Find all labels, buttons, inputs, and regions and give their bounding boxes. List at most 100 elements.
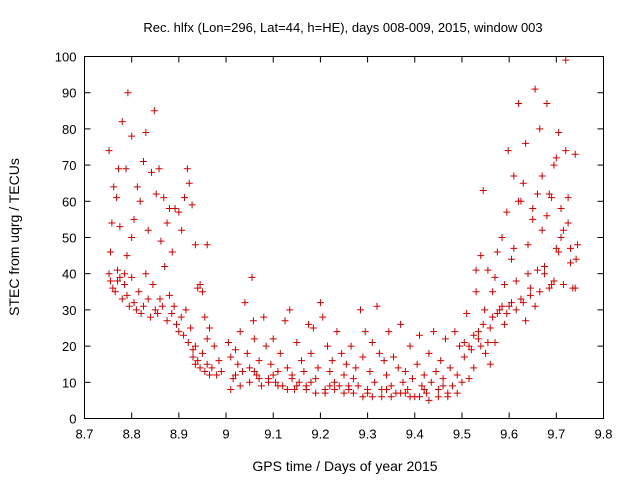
data-point-marker [239,367,247,375]
data-point-marker [194,284,202,292]
data-point-marker [178,226,186,234]
data-point-marker [434,386,442,394]
data-point-marker [234,360,242,368]
data-point-marker [555,248,563,256]
data-point-marker [286,306,294,314]
data-point-marker [203,241,211,249]
data-point-marker [397,320,405,328]
data-point-marker [574,241,582,249]
data-point-marker [210,342,218,350]
data-point-marker [194,357,202,365]
data-point-marker [562,56,570,64]
data-point-marker [498,302,506,310]
data-point-marker [260,313,268,321]
data-point-marker [529,205,537,213]
data-point-marker [328,357,336,365]
data-point-marker [182,306,190,314]
data-point-marker [135,288,143,296]
data-point-marker [224,338,232,346]
data-point-marker [203,335,211,343]
data-point-marker [319,313,327,321]
y-tick-label: 0 [69,412,76,427]
data-point-marker [184,338,192,346]
data-point-marker [507,255,515,263]
data-point-marker [401,367,409,375]
data-point-marker [111,288,119,296]
data-point-marker [191,360,199,368]
data-point-marker [196,364,204,372]
data-point-marker [545,284,553,292]
data-point-marker [486,324,494,332]
data-point-marker [515,100,523,108]
data-point-marker [430,328,438,336]
data-point-marker [401,389,409,397]
data-points [105,56,582,404]
data-point-marker [116,273,124,281]
data-point-marker [132,306,140,314]
data-point-marker [545,190,553,198]
data-point-marker [137,310,145,318]
x-tick-label: 9.8 [594,427,612,442]
data-point-marker [231,346,239,354]
data-point-marker [158,302,166,310]
data-point-marker [449,382,457,390]
data-point-marker [342,360,350,368]
y-tick-label: 40 [62,267,76,282]
data-point-marker [307,349,315,357]
data-point-marker [163,317,171,325]
data-point-marker [415,331,423,339]
data-point-marker [425,396,433,404]
data-point-marker [248,273,256,281]
data-point-marker [444,393,452,401]
data-point-marker [276,349,284,357]
data-point-marker [144,226,152,234]
data-point-marker [150,107,158,115]
data-point-marker [349,375,357,383]
y-tick-label: 80 [62,122,76,137]
data-point-marker [177,313,185,321]
data-point-marker [236,382,244,390]
data-point-marker [290,386,298,394]
data-point-marker [510,172,518,180]
data-point-marker [503,310,511,318]
data-point-marker [420,386,428,394]
data-point-marker [340,389,348,397]
data-point-marker [288,375,296,383]
data-point-marker [295,378,303,386]
data-point-marker [522,317,530,325]
data-point-marker [366,367,374,375]
data-point-marker [541,270,549,278]
data-point-marker [479,320,487,328]
data-point-marker [408,375,416,383]
data-point-marker [123,291,131,299]
y-tick-label: 70 [62,158,76,173]
data-point-marker [557,234,565,241]
data-point-marker [269,335,277,343]
data-point-marker [491,338,499,346]
data-point-marker [427,378,435,386]
data-point-marker [378,393,386,401]
data-point-marker [517,295,525,303]
data-point-marker [467,346,475,354]
data-point-marker [139,302,147,310]
data-point-marker [491,273,499,281]
data-point-marker [404,386,412,394]
data-point-marker [128,234,136,241]
data-point-marker [191,342,199,350]
data-point-marker [281,317,289,325]
data-point-marker [555,129,563,137]
data-point-marker [387,393,395,401]
data-point-marker [493,248,501,256]
data-point-marker [116,223,124,231]
data-point-marker [168,310,176,318]
data-point-marker [125,302,133,310]
data-point-marker [154,310,162,318]
data-point-marker [559,281,567,289]
data-point-marker [161,262,169,270]
data-point-marker [515,197,523,205]
data-point-marker [121,281,129,289]
data-point-marker [512,306,520,314]
y-tick-label: 50 [62,231,76,246]
data-point-marker [128,273,136,281]
y-tick-label: 100 [55,50,77,65]
